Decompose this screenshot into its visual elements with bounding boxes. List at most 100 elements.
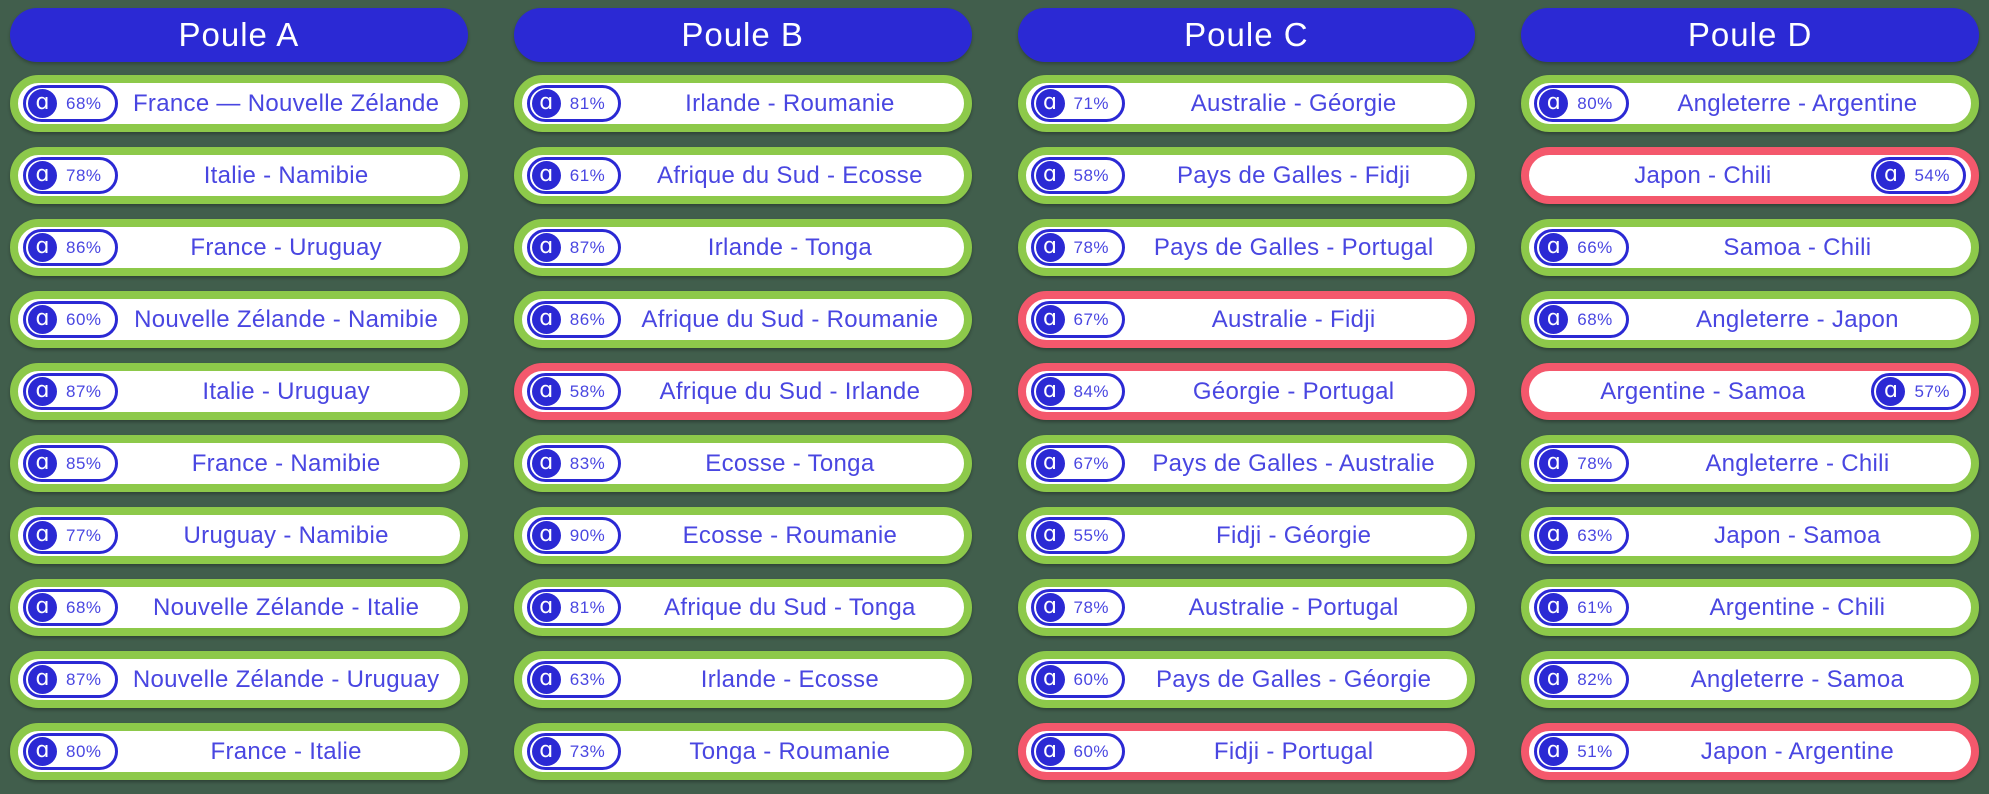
confidence-value: 68% [1577,309,1613,329]
match-row[interactable]: ɑ 80% France - Italie [10,723,468,780]
confidence-value: 90% [569,525,606,545]
match-row[interactable]: ɑ 90% Ecosse - Roumanie [513,507,972,564]
match-row[interactable]: ɑ 60% Nouvelle Zélande - Namibie [10,291,468,348]
match-row[interactable]: ɑ 78% Australie - Portugal [1017,579,1476,636]
match-label: Ecosse - Roumanie [682,521,898,549]
match-row[interactable]: ɑ 86% Afrique du Sud - Roumanie [513,291,972,348]
match-row[interactable]: ɑ 82% Angleterre - Samoa [1521,651,1979,708]
match-label: Australie - Fidji [1211,305,1376,333]
match-row[interactable]: ɑ 58% Afrique du Sud - Irlande [513,363,972,420]
match-row[interactable]: ɑ 78% Italie - Namibie [10,147,468,204]
match-row[interactable]: ɑ 54% Japon - Chili [1521,147,1979,204]
match-row[interactable]: ɑ 51% Japon - Argentine [1521,723,1979,780]
match-row[interactable]: ɑ 78% Pays de Galles - Portugal [1017,219,1476,276]
match-label: Pays de Galles - Portugal [1153,233,1434,261]
prediction-badge: ɑ 84% [1030,373,1126,410]
a-logo-icon: ɑ [28,305,57,334]
match-label: Irlande - Ecosse [700,665,879,693]
match-label: France — Nouvelle Zélande [132,89,440,117]
prediction-badge: ɑ 82% [1534,661,1629,698]
prediction-badge: ɑ 73% [526,733,622,770]
pool-title: Poule A [178,16,300,53]
a-logo-icon: ɑ [531,449,561,478]
prediction-badge: ɑ 77% [23,517,118,554]
prediction-badge: ɑ 63% [526,661,622,698]
match-row[interactable]: ɑ 60% Pays de Galles - Géorgie [1017,651,1476,708]
confidence-value: 86% [569,309,606,329]
match-label: Ecosse - Tonga [705,449,875,477]
a-logo-icon: ɑ [1035,233,1065,262]
match-label: Tonga - Roumanie [689,737,891,765]
confidence-value: 85% [66,453,102,473]
match-row[interactable]: ɑ 63% Japon - Samoa [1521,507,1979,564]
prediction-badge: ɑ 85% [23,445,118,482]
pool-title: Poule D [1687,16,1813,53]
match-row[interactable]: ɑ 60% Fidji - Portugal [1017,723,1476,780]
confidence-value: 81% [569,93,606,113]
pool-title: Poule B [681,16,804,53]
match-label: Angleterre - Chili [1705,449,1890,477]
match-row[interactable]: ɑ 63% Irlande - Ecosse [513,651,972,708]
match-list: ɑ 71% Australie - Géorgie ɑ 58% Pays de … [1017,75,1476,780]
match-row[interactable]: ɑ 61% Argentine - Chili [1521,579,1979,636]
match-row[interactable]: ɑ 81% Afrique du Sud - Tonga [513,579,972,636]
prediction-badge: ɑ 55% [1030,517,1126,554]
a-logo-icon: ɑ [1539,449,1569,478]
confidence-value: 60% [1073,741,1110,761]
prediction-badge: ɑ 67% [1030,445,1126,482]
match-list: ɑ 80% Angleterre - Argentine ɑ 54% Japon… [1521,75,1979,780]
prediction-badge: ɑ 68% [1534,301,1629,338]
a-logo-icon: ɑ [531,305,561,334]
confidence-value: 78% [1073,237,1110,257]
match-row[interactable]: ɑ 73% Tonga - Roumanie [513,723,972,780]
match-label: Afrique du Sud - Roumanie [641,305,939,333]
match-row[interactable]: ɑ 83% Ecosse - Tonga [513,435,972,492]
a-logo-icon: ɑ [1539,89,1569,118]
match-row[interactable]: ɑ 66% Samoa - Chili [1521,219,1979,276]
a-logo-icon: ɑ [28,593,57,622]
match-row[interactable]: ɑ 78% Angleterre - Chili [1521,435,1979,492]
a-logo-icon: ɑ [531,377,561,406]
match-row[interactable]: ɑ 67% Pays de Galles - Australie [1017,435,1476,492]
match-row[interactable]: ɑ 71% Australie - Géorgie [1017,75,1476,132]
pool-title: Poule C [1184,16,1309,53]
match-row[interactable]: ɑ 55% Fidji - Géorgie [1017,507,1476,564]
match-label: Afrique du Sud - Irlande [659,377,921,405]
match-row[interactable]: ɑ 87% Irlande - Tonga [513,219,972,276]
prediction-badge: ɑ 81% [526,589,622,626]
prediction-badge: ɑ 83% [526,445,622,482]
match-row[interactable]: ɑ 58% Pays de Galles - Fidji [1017,147,1476,204]
match-label: Japon - Samoa [1714,521,1881,549]
match-row[interactable]: ɑ 86% France - Uruguay [10,219,468,276]
match-row[interactable]: ɑ 67% Australie - Fidji [1017,291,1476,348]
confidence-value: 54% [1914,165,1950,185]
match-row[interactable]: ɑ 81% Irlande - Roumanie [513,75,972,132]
match-row[interactable]: ɑ 57% Argentine - Samoa [1521,363,1979,420]
match-row[interactable]: ɑ 61% Afrique du Sud - Ecosse [513,147,972,204]
a-logo-icon: ɑ [28,89,57,118]
a-logo-icon: ɑ [28,377,57,406]
match-row[interactable]: ɑ 80% Angleterre - Argentine [1521,75,1979,132]
match-row[interactable]: ɑ 87% Nouvelle Zélande - Uruguay [10,651,468,708]
confidence-value: 81% [569,597,606,617]
match-row[interactable]: ɑ 68% Nouvelle Zélande - Italie [10,579,468,636]
match-row[interactable]: ɑ 84% Géorgie - Portugal [1017,363,1476,420]
match-row[interactable]: ɑ 85% France - Namibie [10,435,468,492]
a-logo-icon: ɑ [28,161,57,190]
confidence-value: 78% [1073,597,1110,617]
confidence-value: 83% [569,453,606,473]
pool-header: Poule B [513,8,972,62]
pool-header: Poule D [1521,8,1979,62]
a-logo-icon: ɑ [28,521,57,550]
confidence-value: 67% [1073,453,1110,473]
pool-card: Poule D ɑ 80% Angleterre - Argentine ɑ 5… [1521,8,1979,780]
match-list: ɑ 81% Irlande - Roumanie ɑ 61% Afrique d… [513,75,972,780]
match-label: Géorgie - Portugal [1192,377,1395,405]
match-row[interactable]: ɑ 68% Angleterre - Japon [1521,291,1979,348]
prediction-badge: ɑ 60% [1030,661,1126,698]
match-row[interactable]: ɑ 68% France — Nouvelle Zélande [10,75,468,132]
match-row[interactable]: ɑ 87% Italie - Uruguay [10,363,468,420]
match-row[interactable]: ɑ 77% Uruguay - Namibie [10,507,468,564]
a-logo-icon: ɑ [28,737,57,766]
confidence-value: 73% [569,741,606,761]
